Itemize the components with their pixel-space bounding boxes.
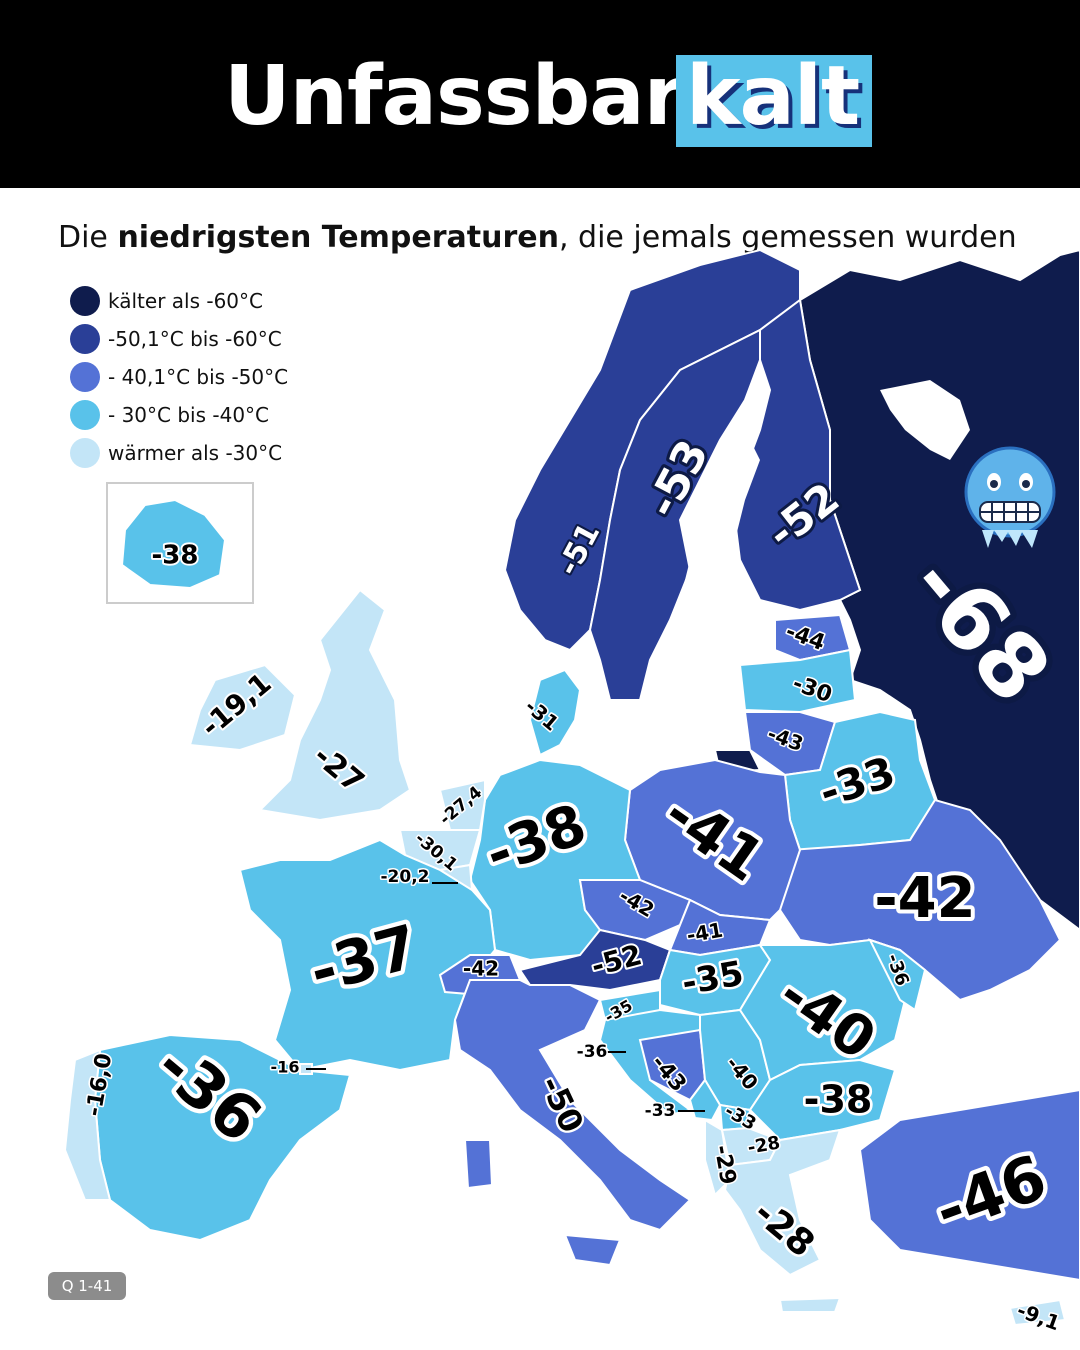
region-netherlands	[438, 778, 486, 831]
region-bulgaria	[748, 1058, 897, 1142]
region-czechia	[578, 879, 692, 942]
baltic-sea	[650, 430, 760, 720]
title-accent: kalt	[686, 49, 860, 144]
region-value-label: -33	[645, 1101, 676, 1121]
region-moldova	[868, 938, 927, 1012]
subtitle-part2: , die jemals gemessen wurden	[558, 220, 1017, 255]
europe-map: -68-53 -52-51-44-30-43-33-31-19,1-27-27,4…	[63, 248, 1080, 1337]
subtitle: Die niedrigsten Temperaturen, die jemals…	[58, 220, 1017, 255]
region-portugal	[63, 1048, 112, 1201]
region-italy	[453, 979, 692, 1232]
cold-face-icon	[964, 446, 1056, 548]
title-highlight-box	[676, 55, 872, 147]
subtitle-bold: niedrigsten Temperaturen	[117, 220, 559, 255]
legend-swatch	[70, 324, 100, 354]
region-ireland	[188, 663, 297, 752]
region-denmark	[528, 668, 582, 757]
region-value-label: -38	[152, 541, 199, 571]
region-uk	[257, 588, 412, 822]
region-latvia	[738, 648, 857, 714]
region-sweden	[588, 328, 761, 701]
region-crete	[778, 1296, 842, 1313]
region-value-label: -16	[271, 1058, 300, 1077]
header-bar: Unfassbar kalt	[0, 0, 1080, 188]
legend-label: kälter als -60°C	[108, 289, 263, 313]
white-sea	[880, 380, 970, 460]
region-iceland	[120, 498, 227, 590]
region-value-label: -36	[577, 1042, 608, 1062]
legend-swatch	[70, 400, 100, 430]
legend-label: - 40,1°C bis -50°C	[108, 365, 289, 389]
legend-label: - 30°C bis -40°C	[108, 403, 270, 427]
subtitle-part1: Die	[58, 220, 118, 255]
region-greece	[723, 1128, 842, 1277]
page-badge: Q 1-41	[48, 1272, 126, 1300]
legend-swatch	[70, 438, 100, 468]
region-turkey	[858, 1088, 1080, 1282]
region-sardinia	[463, 1139, 494, 1190]
region-value-label: -42	[874, 866, 975, 931]
region-value-label: -42	[463, 957, 499, 981]
title-main: Unfassbar	[224, 49, 684, 144]
legend-label: wärmer als -30°C	[108, 441, 283, 465]
region-value-label: -38	[804, 1078, 873, 1122]
region-cyprus	[1008, 1298, 1067, 1327]
legend-swatch	[70, 362, 100, 392]
region-france	[238, 838, 497, 1072]
region-albania	[704, 1118, 732, 1197]
legend-swatch	[70, 286, 100, 316]
region-finland	[733, 298, 862, 612]
region-value-label: -20,2	[381, 867, 430, 887]
legend-label: -50,1°C bis -60°C	[108, 327, 282, 351]
region-sicily	[563, 1233, 622, 1267]
